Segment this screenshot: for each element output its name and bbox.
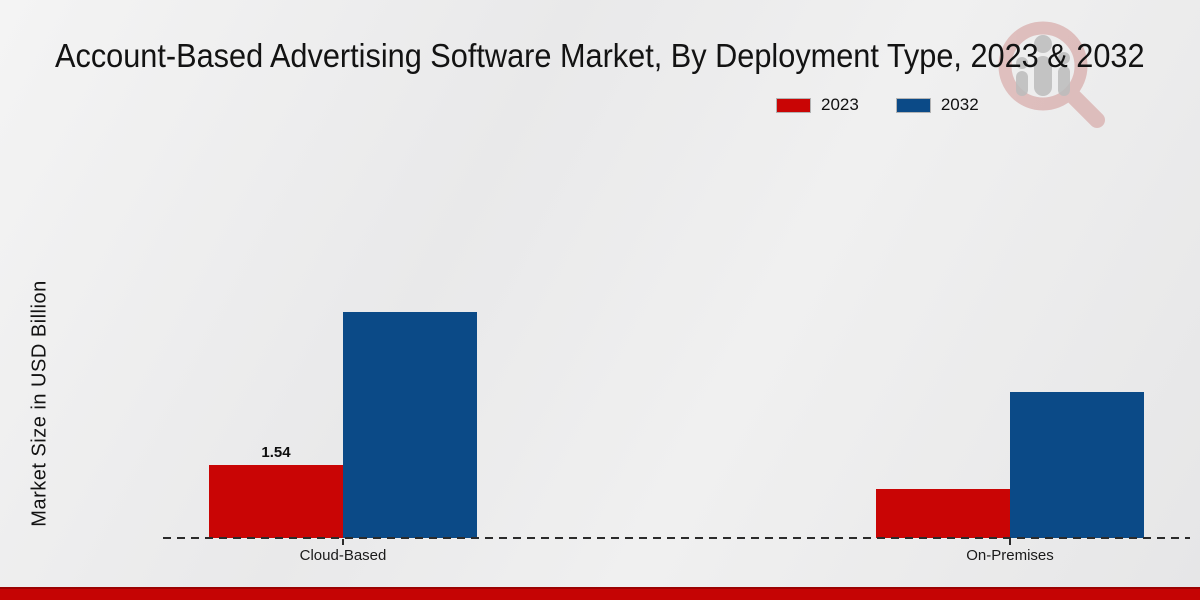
legend-item-2032: 2032	[896, 95, 979, 115]
magnifier-bar-chart-logo-watermark	[998, 21, 1105, 128]
bar-2032-On-Premises	[1010, 392, 1144, 538]
legend-swatch	[896, 98, 930, 112]
chart-legend: 2023 2032	[777, 95, 979, 115]
category-label: On-Premises	[966, 547, 1054, 564]
bar-2023-On-Premises	[876, 489, 1010, 538]
legend-swatch	[777, 98, 810, 112]
x-axis-tick	[1009, 539, 1011, 545]
x-axis-baseline	[163, 537, 1190, 539]
bar-value-label: 1.54	[261, 444, 291, 461]
x-axis-tick	[342, 539, 344, 545]
category-label: Cloud-Based	[299, 547, 387, 564]
legend-label: 2032	[940, 95, 979, 114]
legend-label: 2023	[821, 95, 859, 114]
legend-item-2023: 2023	[777, 95, 859, 115]
bar-2023-Cloud-Based	[209, 465, 343, 538]
chart-title: Account-Based Advertising Software Marke…	[55, 37, 1145, 74]
bar-2032-Cloud-Based	[343, 312, 477, 538]
footer-accent-strip	[0, 587, 1200, 600]
